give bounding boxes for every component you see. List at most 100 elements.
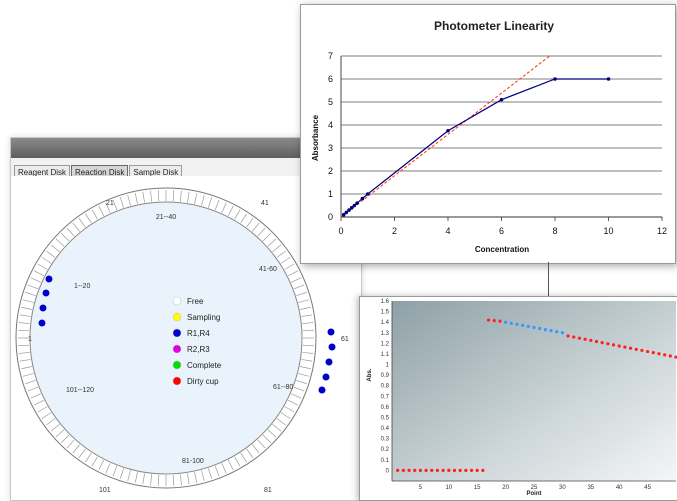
scatter-point (640, 348, 644, 353)
data-point (606, 77, 611, 81)
occupied-cup (317, 385, 327, 395)
cup-slot (234, 456, 241, 467)
scatter-point (538, 326, 542, 331)
cup-slot (179, 474, 182, 486)
position-label-81: 81 (264, 487, 272, 494)
cup-slot (33, 399, 45, 406)
cup-slot (119, 468, 124, 479)
cup-slot (157, 474, 160, 486)
scatter-point (606, 342, 610, 346)
data-points (396, 318, 677, 473)
y-tick-label: 4 (328, 120, 333, 130)
y-tick-label: 1.6 (381, 299, 390, 305)
scatter-point (583, 337, 587, 341)
scatter-point (651, 351, 655, 355)
cup-slot (78, 448, 86, 458)
cup-slot (251, 222, 260, 232)
y-tick-label: 1.4 (381, 320, 390, 326)
y-tick-labels: 0 1 2 3 4 5 6 7 (328, 51, 333, 222)
cup-slot (91, 209, 98, 220)
scatter-point (515, 322, 519, 326)
occupied-cup (326, 327, 336, 337)
range-label-61-80: 61--80 (273, 384, 293, 391)
cup-slot (18, 344, 30, 347)
scatter-point (498, 319, 502, 323)
cup-slot (296, 291, 307, 296)
y-tick-label: 0.1 (381, 458, 390, 464)
scatter-point (628, 346, 633, 350)
scatter-point (674, 355, 677, 359)
cup-slot (50, 244, 60, 253)
y-tick-label: 0.6 (381, 405, 390, 411)
cup-slot (302, 344, 314, 347)
occupied-cup (37, 318, 47, 328)
data-series (340, 55, 611, 218)
cup-slot (66, 439, 75, 449)
scatter-point (481, 468, 485, 473)
data-point (365, 192, 370, 196)
scatter-point (555, 330, 559, 334)
cup-slot (267, 429, 277, 438)
cup-slot (142, 473, 145, 485)
data-point (352, 203, 357, 208)
legend-label-r1-r4: R1,R4 (187, 329, 210, 338)
cup-slot (201, 194, 205, 206)
y-tick-label: 0 (386, 468, 390, 474)
y-tick-label: 0.8 (381, 384, 390, 390)
cup-slot (25, 291, 36, 296)
x-tick-label: 20 (502, 485, 509, 491)
position-label-1: 1 (28, 336, 32, 343)
disk-tab-bar: Reagent Disk Reaction Disk Sample Disk (14, 162, 183, 180)
legend-swatch-r1-r4 (172, 328, 182, 338)
scatter-point (572, 335, 576, 339)
cup-slot (187, 473, 190, 485)
x-tick-label: 30 (559, 485, 566, 491)
cup-slot (105, 463, 111, 474)
position-label-41: 41 (261, 200, 269, 207)
occupied-cup (38, 303, 48, 313)
cup-slot (287, 399, 299, 406)
cup-slot (22, 373, 34, 377)
cup-slot (37, 263, 48, 270)
axes (340, 56, 662, 218)
cup-slot (46, 250, 56, 258)
data-point (341, 212, 346, 217)
scatter-point (577, 336, 582, 340)
y-tick-labels: 0 0.1 0.2 0.3 0.4 0.5 0.6 0.7 0.8 0.9 1 1.1 1.2 1.3 1.… (381, 299, 390, 474)
cup-slot (246, 218, 254, 228)
cup-slot (201, 470, 205, 482)
x-tick-label: 4 (445, 226, 450, 236)
scatter-point (589, 338, 593, 342)
legend-swatch-dirty-cup (172, 376, 182, 386)
cup-slot (41, 257, 52, 264)
cup-slot (19, 359, 31, 362)
legend-label-free: Free (187, 297, 204, 306)
x-tick-label: 35 (587, 485, 594, 491)
x-tick-label: 0 (338, 226, 343, 236)
cup-slot (293, 284, 305, 290)
y-axis-label: Absorbance (311, 114, 320, 161)
legend-swatch-r2-r3 (172, 344, 182, 354)
cup-slot (85, 213, 92, 224)
scatter-point (646, 349, 650, 354)
y-tick-label: 6 (328, 74, 333, 84)
x-tick-label: 40 (616, 485, 623, 491)
scatter-point (623, 345, 627, 349)
scatter-point (532, 325, 536, 330)
position-label-21: 21 (106, 200, 114, 207)
cup-slot (61, 434, 70, 443)
y-tick-label: 1.5 (381, 310, 390, 316)
scatter-point (668, 354, 672, 358)
legend-label-dirty-cup: Dirty cup (187, 377, 219, 386)
cup-slot (25, 380, 36, 385)
cup-slot (72, 444, 81, 454)
scatter-point (549, 329, 553, 333)
scatter-point (396, 468, 400, 473)
cup-slot (105, 202, 111, 213)
cup-slot (280, 257, 291, 264)
cup-slot (150, 190, 153, 202)
linear-reference-line (340, 55, 550, 218)
y-tick-label: 1.2 (381, 341, 390, 347)
cup-slot (27, 386, 39, 392)
